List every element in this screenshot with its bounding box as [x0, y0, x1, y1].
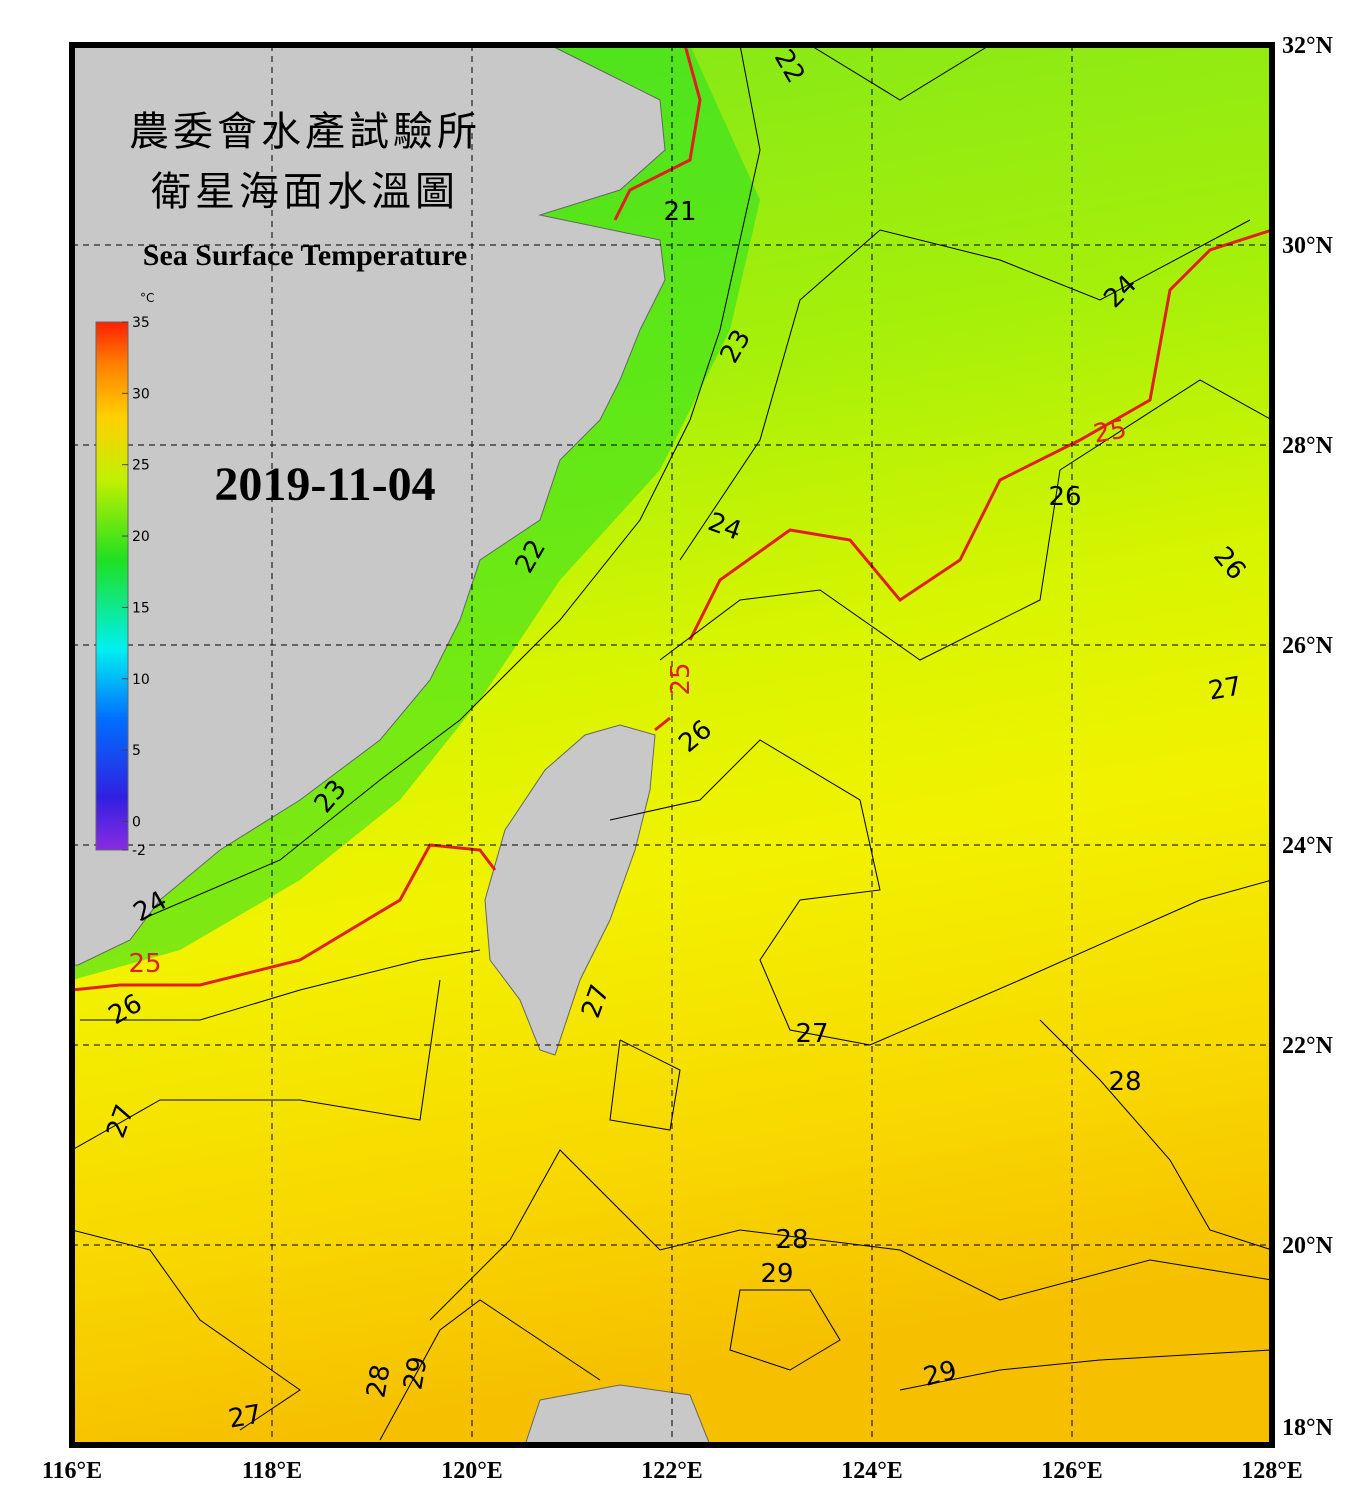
y-tick-label: 28°N: [1282, 433, 1334, 459]
contour-label: 29: [398, 1354, 433, 1392]
mainland: [72, 45, 666, 966]
contours: [72, 45, 1272, 1441]
y-tick-label: 26°N: [1282, 633, 1334, 659]
colorbar-tick-label: 15: [132, 600, 150, 616]
colorbar-unit: °C: [140, 291, 154, 305]
contour-label: 27: [795, 1019, 828, 1049]
y-tick-label: 22°N: [1282, 1033, 1334, 1059]
date: 2019-11-04: [214, 458, 435, 511]
contour-label: 25: [128, 949, 161, 979]
taiwan: [484, 724, 656, 1056]
contour-label: 28: [361, 1362, 396, 1400]
title-en: Sea Surface Temperature: [143, 239, 467, 272]
colorbar-tick-label: 0: [132, 814, 141, 830]
y-tick-label: 30°N: [1282, 233, 1334, 259]
contour-label: 27: [226, 1399, 264, 1434]
y-tick-label: 24°N: [1282, 833, 1334, 859]
title-zh: 農委會水產試驗所: [129, 109, 481, 155]
contour-label: 28: [1108, 1067, 1141, 1097]
colorbar-tick-label: 35: [132, 315, 150, 331]
contour-label: 25: [1091, 414, 1129, 449]
x-tick-label: 118°E: [242, 1458, 302, 1484]
colorbar-tick-label: 25: [132, 458, 150, 474]
title-zh: 衛星海面水溫圖: [151, 169, 459, 215]
y-tick-label: 20°N: [1282, 1233, 1334, 1259]
colorbar: [95, 321, 129, 851]
x-tick-label: 122°E: [641, 1458, 703, 1484]
x-tick-label: 124°E: [841, 1458, 903, 1484]
y-tick-label: 18°N: [1282, 1415, 1334, 1441]
frame: [69, 42, 1275, 1448]
colorbar-tick-label: -2: [132, 843, 146, 859]
x-tick-label: 116°E: [42, 1458, 102, 1484]
grid: [72, 45, 1272, 1445]
axes: 116°E 118°E 120°E 122°E 124°E 126°E 128°E 32°N 3…: [42, 33, 1334, 1484]
colorbar-tick-label: 10: [132, 672, 150, 688]
contour-label: 27: [1206, 671, 1244, 706]
colorbar-tick-label: 5: [132, 743, 141, 759]
colorbar-ticks: 35 30 25 20 15 10 5 0 -2: [122, 315, 150, 859]
contour-label: 28: [775, 1225, 808, 1255]
x-tick-label: 120°E: [441, 1458, 503, 1484]
contour-label: 29: [760, 1259, 793, 1289]
luzon: [524, 1384, 711, 1445]
x-tick-label: 128°E: [1241, 1458, 1303, 1484]
contour-label: 26: [1048, 482, 1081, 512]
y-tick-label: 32°N: [1282, 33, 1334, 59]
colorbar-tick-label: 20: [132, 529, 150, 545]
contour-label: 21: [663, 197, 696, 227]
colorbar-tick-label: 30: [132, 386, 150, 402]
contour-label: 25: [666, 662, 696, 695]
x-tick-label: 126°E: [1041, 1458, 1103, 1484]
